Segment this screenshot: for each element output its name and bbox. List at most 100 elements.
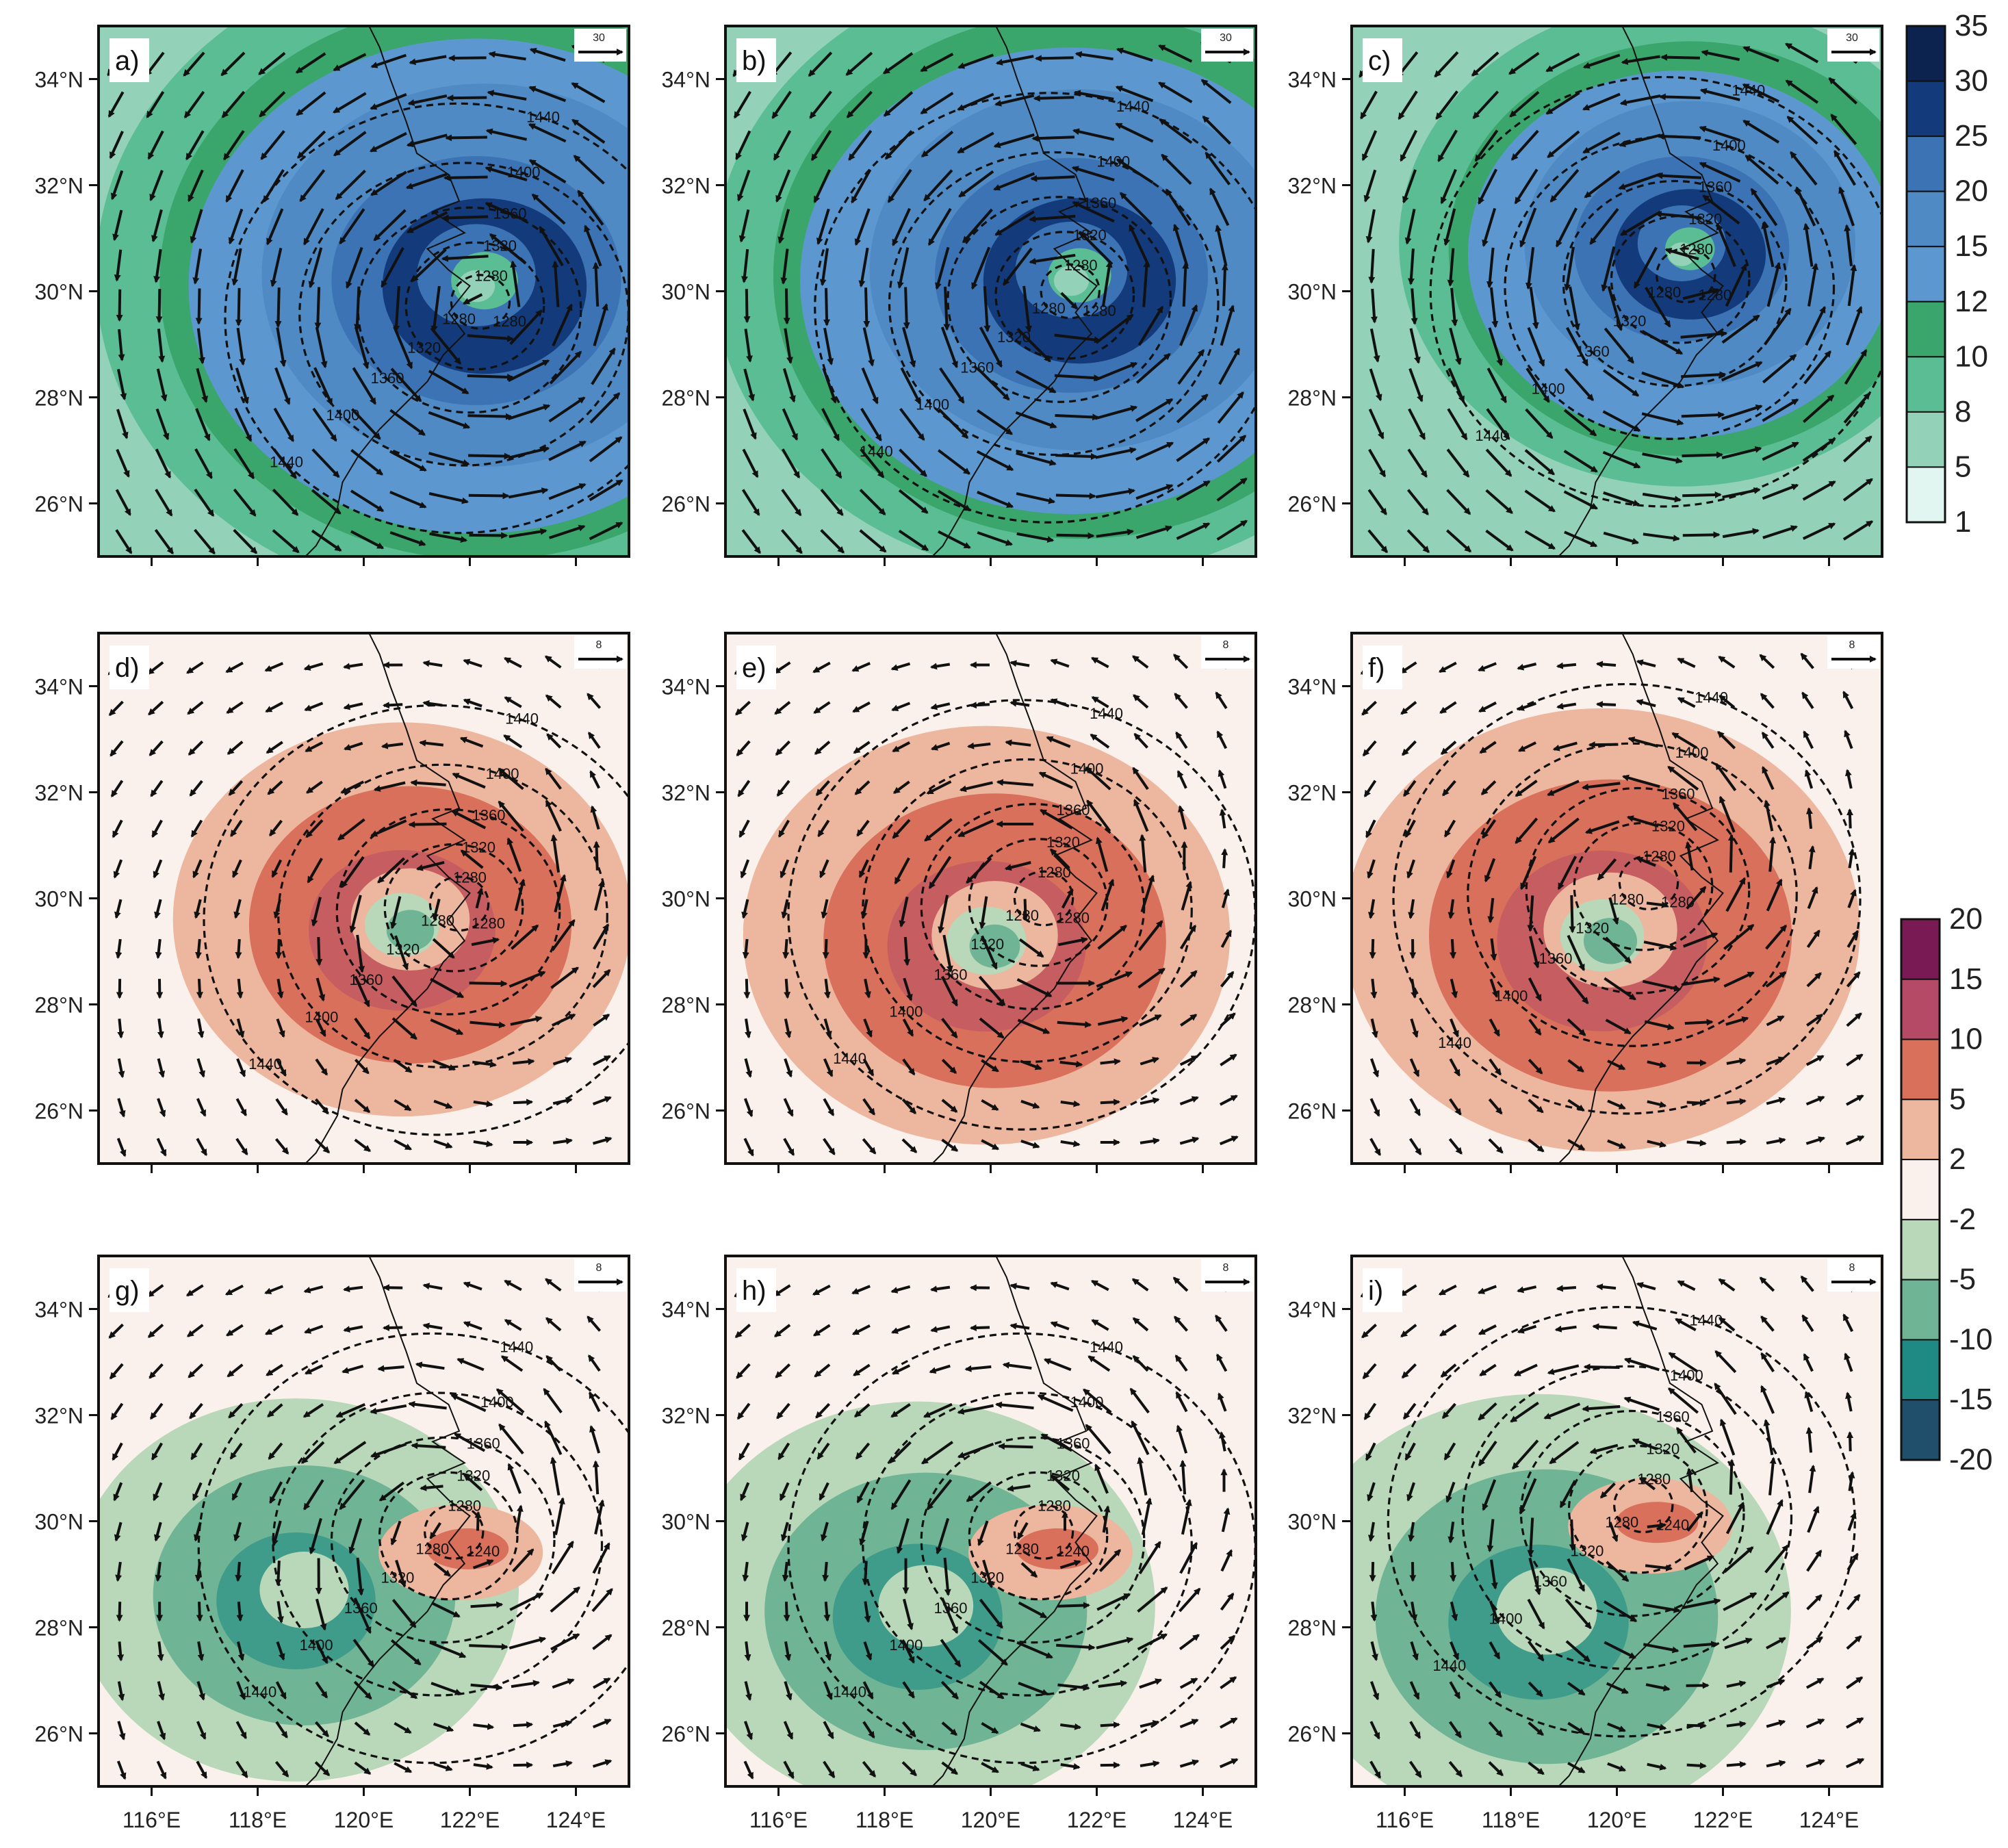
wind-vector <box>155 489 173 517</box>
wind-vector <box>1100 1099 1121 1106</box>
shaded-band <box>969 924 1020 968</box>
wind-vector <box>1510 129 1539 161</box>
contour-label: 1240 <box>466 1543 500 1560</box>
wind-vector <box>529 47 566 62</box>
wind-vector <box>926 780 952 795</box>
wind-vector <box>382 1324 403 1331</box>
wind-vector <box>777 819 790 838</box>
wind-vector <box>192 248 203 285</box>
lat-tick-label: 28°N <box>35 1616 84 1641</box>
wind-vector <box>1725 263 1747 307</box>
colorbar-swatch <box>1901 1099 1940 1161</box>
wind-vector <box>195 288 203 325</box>
wind-vector <box>1641 412 1684 426</box>
wind-vector <box>743 1138 754 1157</box>
colorbar-label: 35 <box>1955 9 1988 42</box>
wind-vector <box>929 663 951 670</box>
wind-vector <box>552 303 573 347</box>
wind-vector <box>1404 208 1416 245</box>
wind-vector <box>1094 405 1138 420</box>
contour-label: 1400 <box>1712 137 1746 154</box>
wind-vector <box>813 701 831 715</box>
wind-vector <box>1005 739 1031 747</box>
wind-vector <box>459 736 484 748</box>
wind-vector <box>921 130 954 158</box>
wind-vector <box>1054 333 1101 344</box>
wind-vector <box>1742 83 1780 103</box>
wind-vector <box>1545 91 1580 115</box>
wind-vector <box>979 1017 1005 1039</box>
wind-vector <box>415 860 445 871</box>
wind-vector <box>228 780 244 796</box>
contour-label: 1360 <box>1661 786 1695 803</box>
wind-vector <box>1833 149 1857 186</box>
wind-vector <box>452 772 486 789</box>
wind-vector <box>422 700 443 707</box>
wind-vector <box>194 528 216 555</box>
reference-vector-box <box>574 29 626 62</box>
wind-vector <box>783 1138 795 1157</box>
lat-tick-label: 30°N <box>662 887 711 912</box>
wind-vector <box>977 531 1013 546</box>
wind-vector <box>411 248 447 282</box>
wind-vector <box>1368 448 1387 478</box>
map-panel-f: 1280128013201320136013601400140014401440… <box>1288 632 1883 1173</box>
reference-vector-value: 8 <box>1849 639 1855 651</box>
wind-vector <box>545 694 562 709</box>
colorbar-label: -2 <box>1949 1203 1976 1236</box>
wind-vector <box>1369 1562 1376 1582</box>
wind-vector <box>148 700 164 716</box>
wind-vector <box>1486 368 1507 404</box>
wind-vector <box>1370 288 1378 324</box>
contour-label: 1320 <box>381 1569 414 1586</box>
lat-tick-label: 32°N <box>1288 781 1337 806</box>
wind-vector <box>271 859 283 878</box>
wind-vector <box>1072 201 1115 223</box>
wind-vector <box>475 887 484 909</box>
wind-vector <box>1529 287 1539 330</box>
wind-vector <box>938 530 971 549</box>
wind-vector <box>1116 158 1154 184</box>
wind-vector <box>305 780 323 794</box>
wind-vector <box>1016 532 1055 543</box>
wind-vector <box>1509 90 1540 118</box>
wind-vector <box>1766 261 1781 307</box>
wind-vector <box>469 1021 506 1029</box>
wind-vector <box>1137 305 1164 346</box>
height-contour <box>357 206 582 414</box>
wind-vector <box>227 741 244 755</box>
wind-vector <box>407 94 448 106</box>
wind-vector <box>192 859 203 879</box>
wind-vector <box>150 780 164 797</box>
wind-vector <box>1179 304 1198 346</box>
wind-vector <box>1095 488 1136 499</box>
wind-vector <box>854 208 871 246</box>
wind-vector <box>898 529 929 552</box>
wind-vector <box>428 452 470 466</box>
wind-vector <box>441 214 489 222</box>
colorbar-label: -10 <box>1949 1322 1993 1356</box>
height-contour <box>203 704 629 1136</box>
wind-vector <box>430 327 462 365</box>
wind-vector <box>235 1561 242 1582</box>
wind-vector <box>735 700 751 716</box>
wind-vector <box>902 1018 914 1037</box>
contour-label: 1280 <box>421 912 454 929</box>
wind-vector <box>1488 327 1503 367</box>
wind-vector <box>1400 129 1418 162</box>
wind-vector <box>1220 305 1235 346</box>
contour-label: 1280 <box>1661 893 1695 910</box>
wind-vector <box>539 226 564 267</box>
wind-vector <box>350 408 381 440</box>
wind-vector <box>899 448 927 477</box>
wind-vector <box>335 169 366 201</box>
wind-vector <box>1699 125 1741 142</box>
wind-vector <box>1176 437 1211 462</box>
wind-vector <box>471 937 500 947</box>
wind-vector <box>981 1139 1000 1151</box>
wind-vector <box>433 1099 453 1109</box>
wind-vector <box>394 935 409 971</box>
wind-vector <box>743 368 755 402</box>
wind-vector <box>590 805 600 830</box>
contour-label: 1240 <box>1056 1543 1090 1560</box>
